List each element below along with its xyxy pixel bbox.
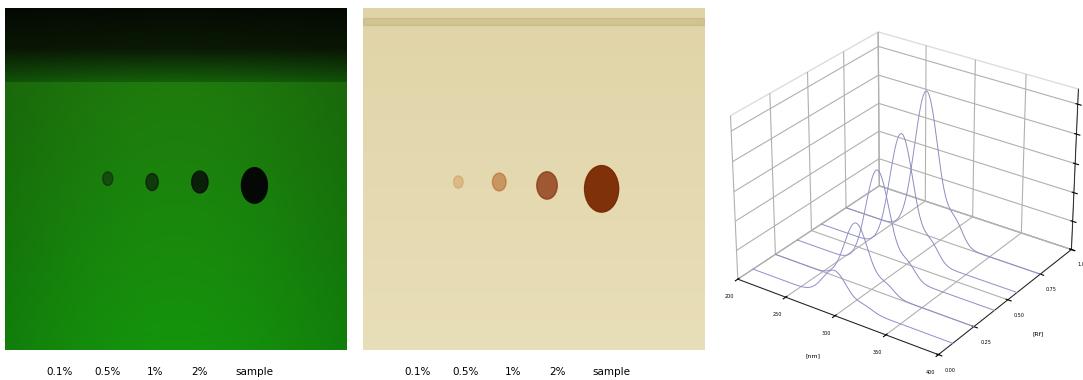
Ellipse shape (585, 166, 618, 212)
Ellipse shape (454, 176, 464, 188)
Text: 0.5%: 0.5% (452, 367, 479, 377)
Text: 0.1%: 0.1% (404, 367, 431, 377)
Ellipse shape (537, 172, 558, 199)
Text: 0.5%: 0.5% (94, 367, 121, 377)
Text: 2%: 2% (192, 367, 208, 377)
Text: 1%: 1% (147, 367, 164, 377)
Y-axis label: [Rf]: [Rf] (1032, 332, 1044, 337)
Ellipse shape (192, 171, 208, 193)
Text: 0.1%: 0.1% (47, 367, 74, 377)
Text: sample: sample (592, 367, 630, 377)
Ellipse shape (242, 168, 268, 203)
X-axis label: [nm]: [nm] (806, 353, 821, 358)
Text: sample: sample (235, 367, 273, 377)
Ellipse shape (493, 173, 506, 191)
Ellipse shape (146, 173, 158, 191)
Text: 1%: 1% (505, 367, 521, 377)
Text: 2%: 2% (549, 367, 565, 377)
Ellipse shape (103, 172, 113, 185)
